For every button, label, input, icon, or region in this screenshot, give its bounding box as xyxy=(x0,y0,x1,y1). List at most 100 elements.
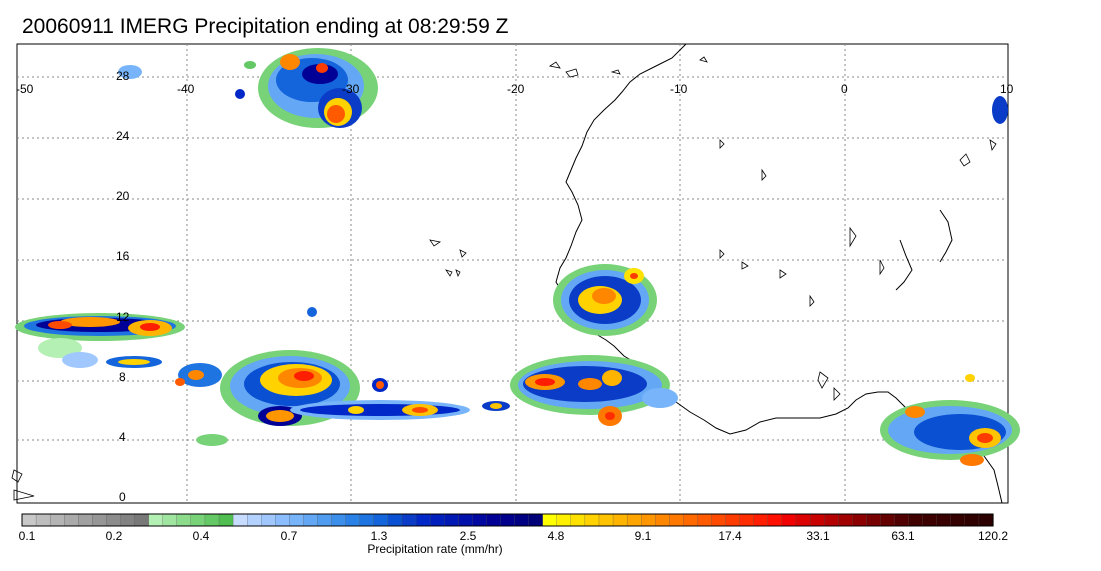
colorbar-swatch xyxy=(725,513,741,527)
colorbar-swatch xyxy=(49,513,65,527)
colorbar-swatch xyxy=(922,513,938,527)
colorbar-swatch xyxy=(458,513,473,527)
lat-label: 4 xyxy=(119,430,126,444)
colorbar-swatch xyxy=(866,513,882,527)
colorbar-swatch xyxy=(162,513,178,527)
lat-label: 28 xyxy=(116,69,130,83)
colorbar-swatch xyxy=(64,513,79,527)
lon-label: -20 xyxy=(507,82,525,96)
colorbar-swatch xyxy=(514,513,530,527)
colorbar-swatch xyxy=(655,513,670,527)
colorbar-swatch xyxy=(401,513,417,527)
colorbar xyxy=(21,513,994,527)
colorbar-label: Precipitation rate (mm/hr) xyxy=(367,542,503,556)
colorbar-swatch xyxy=(641,513,656,527)
colorbar-swatch xyxy=(978,513,994,527)
colorbar-swatch xyxy=(823,513,839,527)
colorbar-swatch xyxy=(472,513,488,527)
colorbar-swatch xyxy=(232,513,248,527)
colorbar-swatch xyxy=(190,513,206,527)
colorbar-swatch xyxy=(795,513,811,527)
colorbar-swatch xyxy=(261,513,276,527)
lon-label: -40 xyxy=(177,82,195,96)
colorbar-swatch xyxy=(148,513,164,527)
colorbar-swatch xyxy=(120,513,136,527)
colorbar-swatch xyxy=(387,513,403,527)
colorbar-swatch xyxy=(542,513,558,527)
colorbar-swatch xyxy=(528,513,544,527)
colorbar-tick: 2.5 xyxy=(460,529,477,543)
lon-label: 0 xyxy=(841,82,848,96)
inland-water xyxy=(11,56,997,501)
lat-label: 12 xyxy=(116,310,130,324)
colorbar-swatch xyxy=(500,513,516,527)
colorbar-swatch xyxy=(753,513,769,527)
colorbar-swatch xyxy=(331,513,347,527)
colorbar-swatch xyxy=(669,513,685,527)
colorbar-swatch xyxy=(711,513,727,527)
colorbar-swatch xyxy=(78,513,94,527)
colorbar-swatch xyxy=(289,513,305,527)
colorbar-swatch xyxy=(908,513,924,527)
colorbar-swatch xyxy=(21,513,37,527)
lake-outline xyxy=(895,209,953,291)
latitude-labels: 28 24 20 16 12 8 4 0 xyxy=(116,69,130,504)
colorbar-tick: 0.7 xyxy=(281,529,298,543)
lon-label: -50 xyxy=(16,82,34,96)
colorbar-swatch xyxy=(697,513,713,527)
colorbar-swatch xyxy=(247,513,262,527)
colorbar-tick: 0.1 xyxy=(19,529,36,543)
lon-label: -30 xyxy=(342,82,360,96)
lat-label: 16 xyxy=(116,249,130,263)
colorbar-tick: 0.4 xyxy=(193,529,210,543)
colorbar-swatch xyxy=(444,513,459,527)
colorbar-swatch xyxy=(35,513,51,527)
colorbar-swatch xyxy=(373,513,389,527)
colorbar-swatch xyxy=(781,513,797,527)
colorbar-swatch xyxy=(584,513,600,527)
colorbar-swatch xyxy=(838,513,853,527)
colorbar-tick: 120.2 xyxy=(978,529,1008,543)
colorbar-swatch xyxy=(598,513,614,527)
colorbar-swatch xyxy=(852,513,868,527)
colorbar-swatch xyxy=(880,513,896,527)
colorbar-swatch xyxy=(134,513,150,527)
colorbar-swatch xyxy=(92,513,108,527)
colorbar-swatch xyxy=(415,513,431,527)
colorbar-swatch xyxy=(612,513,628,527)
colorbar-tick: 1.3 xyxy=(371,529,388,543)
lat-label: 0 xyxy=(119,490,126,504)
colorbar-swatch xyxy=(317,513,333,527)
lon-label: -10 xyxy=(670,82,688,96)
colorbar-swatch xyxy=(303,513,319,527)
colorbar-swatch xyxy=(556,513,572,527)
colorbar-swatch xyxy=(570,513,586,527)
colorbar-swatch xyxy=(809,513,825,527)
colorbar-swatch xyxy=(204,513,220,527)
colorbar-swatch xyxy=(683,513,699,527)
colorbar-tick: 9.1 xyxy=(635,529,652,543)
colorbar-swatch xyxy=(275,513,291,527)
lat-label: 24 xyxy=(116,129,130,143)
lat-label: 20 xyxy=(116,189,130,203)
colorbar-swatch xyxy=(176,513,192,527)
colorbar-swatch xyxy=(739,513,755,527)
lat-label: 8 xyxy=(119,370,126,384)
colorbar-swatch xyxy=(894,513,910,527)
colorbar-tick-labels: 0.1 0.2 0.4 0.7 1.3 2.5 4.8 9.1 17.4 33.… xyxy=(19,529,1009,543)
colorbar-swatch xyxy=(486,513,502,527)
colorbar-tick: 0.2 xyxy=(106,529,123,543)
graticule xyxy=(17,44,1008,503)
colorbar-tick: 63.1 xyxy=(891,529,915,543)
colorbar-swatch xyxy=(626,513,642,527)
colorbar-swatch xyxy=(345,513,361,527)
colorbar-frame xyxy=(21,513,994,527)
map-title: 20060911 IMERG Precipitation ending at 0… xyxy=(22,15,509,38)
colorbar-tick: 4.8 xyxy=(548,529,565,543)
colorbar-swatch xyxy=(964,513,980,527)
lon-label: 10 xyxy=(1000,82,1014,96)
colorbar-tick: 33.1 xyxy=(806,529,830,543)
longitude-labels: -50 -40 -30 -20 -10 0 10 xyxy=(16,82,1014,96)
colorbar-swatch xyxy=(429,513,445,527)
